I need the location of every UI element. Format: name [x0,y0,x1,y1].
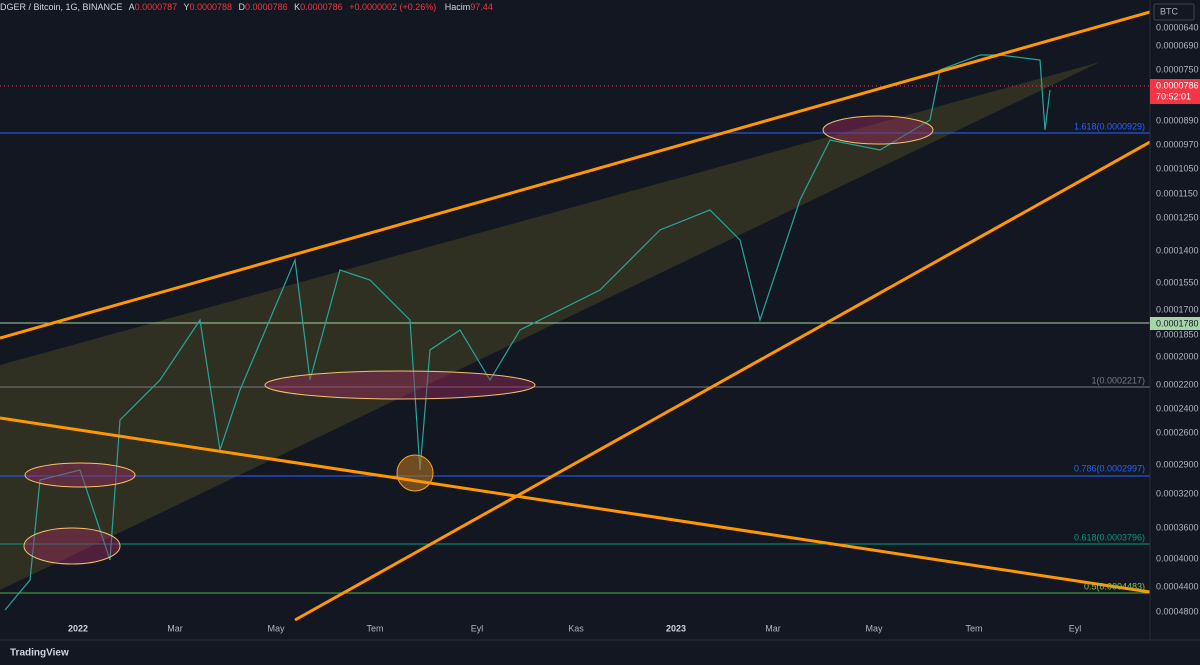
currency: BTC [1160,6,1179,16]
time-label: 2023 [666,623,686,633]
price-label: 0.0000750 [1156,64,1199,74]
label: K [294,2,300,12]
countdown: 70:52:01 [1156,91,1191,101]
highlight-ellipse [23,527,121,565]
highlight-ellipse [24,462,136,488]
fib-label: 0.5(0.0004483) [1084,581,1145,591]
price-label: 0.0003200 [1156,488,1199,498]
currency-box[interactable] [1153,3,1195,21]
price-label: 0.0001400 [1156,245,1199,255]
low: 0.0000786 [245,2,288,12]
price-label: 0.0001150 [1156,188,1198,198]
current-price: 0.0000786 [1156,80,1199,90]
high: 0.0000788 [189,2,232,12]
price-label: 0.0000970 [1156,139,1199,149]
price-label: 0.0001700 [1156,304,1199,314]
highlight-ellipse [822,115,934,145]
price-label: 0.0001250 [1156,212,1199,222]
fan-wedge [0,62,1100,590]
time-label: May [267,623,285,633]
current-price-tag [1150,79,1200,104]
time-label: 2022 [68,623,88,633]
trend-line [0,10,1151,340]
price-label: 0.0003600 [1156,522,1199,532]
close: 0.0000786 [300,2,343,12]
time-label: May [865,623,883,633]
price-label: 0.0004800 [1156,606,1199,616]
fib-label: 1.618(0.0000929) [1074,121,1145,131]
open: 0.0000787 [135,2,178,12]
price-label: 0.0000640 [1156,22,1199,32]
level-tag-box [1150,317,1200,330]
price-label: 0.0001850 [1156,329,1199,339]
highlight-ellipse [264,370,536,400]
price-label: 0.0000890 [1156,115,1199,125]
price-path [4,54,1051,611]
price-label: 0.0002400 [1156,403,1199,413]
highlight-circle [396,454,434,492]
level-tag: 0.0001780 [1156,318,1199,328]
label: D [239,2,246,12]
price-label: 0.0002600 [1156,427,1199,437]
fib-label: 1(0.0002217) [1091,375,1145,385]
change: +0.0000002 (+0.26%) [349,2,436,12]
trend-line [0,416,1151,594]
price-label: 0.0001550 [1156,277,1199,287]
price-label: 0.0002000 [1156,351,1199,361]
label: Hacim [445,2,471,12]
symbol: DGER / Bitcoin, 1G, BINANCE [0,2,123,12]
price-label: 0.0004400 [1156,581,1199,591]
price-label: 0.0001050 [1156,163,1199,173]
time-label: Tem [366,623,383,633]
fib-label: 0.786(0.0002997) [1074,463,1145,473]
trend-line [294,140,1151,622]
price-label: 0.0002900 [1156,459,1199,469]
time-label: Kas [568,623,584,633]
price-label: 0.0004000 [1156,553,1199,563]
volume: 97.44 [470,2,493,12]
time-label: Eyl [1069,623,1082,633]
footer [0,640,1200,665]
time-label: Mar [167,623,183,633]
header: DGER / Bitcoin, 1G, BINANCE A0.0000787 Y… [0,2,493,12]
fib-label: 0.618(0.0003796) [1074,532,1145,542]
price-label: 0.0000690 [1156,40,1199,50]
time-label: Mar [765,623,781,633]
time-label: Tem [965,623,982,633]
label: Y [183,2,189,12]
time-label: Eyl [471,623,484,633]
label: A [129,2,135,12]
price-label: 0.0002200 [1156,379,1199,389]
brand: TradingView [10,648,69,659]
